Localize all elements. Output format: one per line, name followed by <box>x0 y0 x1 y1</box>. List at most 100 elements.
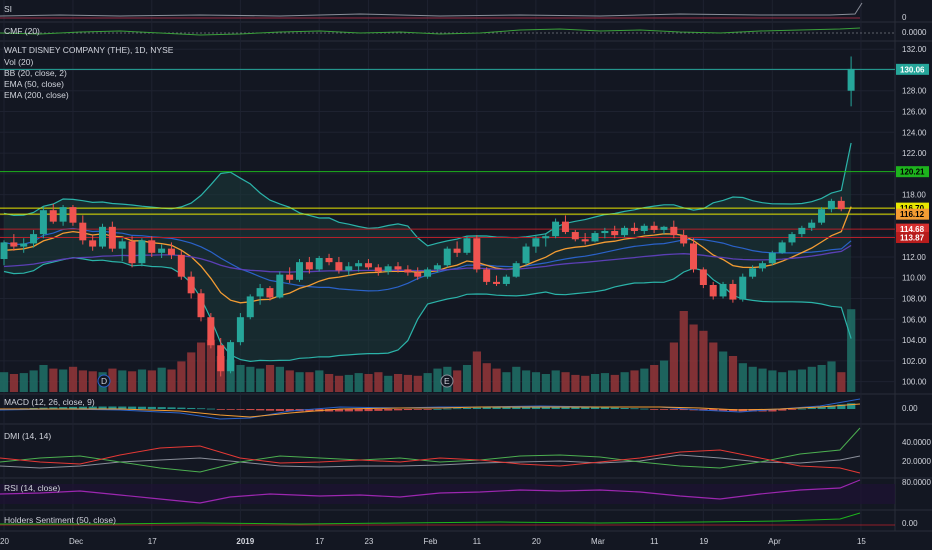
legend-ema-200[interactable]: EMA (200, close) <box>4 90 69 100</box>
price-tag-label: 130.06 <box>900 65 925 74</box>
candle-body <box>630 227 638 231</box>
volume-bar <box>325 374 334 392</box>
macd-bar <box>827 405 836 409</box>
volume-bar <box>768 370 777 392</box>
volume-bar <box>19 373 28 392</box>
macd-bar <box>679 409 688 411</box>
candle <box>256 283 264 305</box>
volume-bar <box>364 374 373 392</box>
volume-bar <box>817 365 826 392</box>
candle-body <box>433 265 441 270</box>
macd-bar <box>265 409 275 411</box>
candle-body <box>59 207 67 222</box>
volume-bar <box>788 370 797 392</box>
candle-body <box>30 234 38 244</box>
candle-body <box>128 241 136 264</box>
bollinger-upper <box>3 142 852 247</box>
candle <box>443 246 451 268</box>
candle <box>364 259 372 270</box>
macd-bar <box>817 406 826 409</box>
volume-bar <box>275 366 284 392</box>
volume-bar <box>423 373 432 392</box>
macd-bar <box>807 407 816 409</box>
macd-bar <box>78 406 87 409</box>
macd-bar <box>453 408 462 410</box>
macd-bar <box>650 409 659 410</box>
candle-body <box>69 207 77 223</box>
candle-body <box>788 234 796 243</box>
price-tag-box <box>896 208 929 220</box>
macd-bar <box>472 407 481 409</box>
candle-body <box>493 281 500 284</box>
volume-bar <box>256 368 265 392</box>
volume-bar <box>482 363 491 392</box>
candle <box>650 221 658 234</box>
macd-bar <box>788 409 797 410</box>
macd-bar <box>364 409 373 412</box>
macd-bar <box>187 407 196 409</box>
price-tick-label: 102.00 <box>902 357 927 366</box>
macd-bar <box>108 406 117 409</box>
volume-bar <box>334 375 344 392</box>
legend-bollinger[interactable]: BB (20, close, 2) <box>4 68 67 78</box>
macd-bar <box>600 407 610 409</box>
earnings-marker-label: E <box>444 376 450 386</box>
price-tick-label: 126.00 <box>902 108 927 117</box>
sentiment-pane: Holders Sentiment (50, close) 0.00 <box>0 512 918 528</box>
candle-body <box>749 268 757 277</box>
price-tick-label: 124.00 <box>902 128 927 137</box>
price-tag-box <box>896 223 929 235</box>
candle <box>818 207 826 225</box>
price-tag-label: 120.21 <box>900 168 925 177</box>
legend-ema-50[interactable]: EMA (50, close) <box>4 79 64 89</box>
volume-bar <box>837 372 846 392</box>
macd-bar <box>39 407 48 409</box>
earnings-marker[interactable]: E <box>440 374 454 388</box>
macd-bar <box>157 407 166 409</box>
candle-body <box>148 240 156 253</box>
volume-bar <box>128 371 137 392</box>
volume-bar <box>650 365 659 392</box>
price-tag-box <box>896 232 929 244</box>
volume-bar <box>640 368 649 392</box>
volume-bar <box>531 372 541 392</box>
price-tag-label: 113.87 <box>900 234 925 243</box>
legend-volume[interactable]: Vol (20) <box>4 57 33 67</box>
candle <box>266 286 274 301</box>
macd-bar <box>394 409 403 411</box>
candle-body <box>778 242 786 253</box>
price-tick-label: 118.00 <box>902 191 926 200</box>
candle-body <box>798 227 806 235</box>
candle <box>788 232 796 246</box>
candle-body <box>463 238 471 253</box>
candle-body <box>207 317 215 346</box>
volume-bar <box>797 369 807 392</box>
volume-bar <box>206 339 216 392</box>
candle <box>20 238 28 253</box>
rsi-axis-label: 80.0000 <box>902 478 931 487</box>
candle-body <box>256 288 264 297</box>
candle <box>325 253 333 266</box>
candle-body <box>266 288 274 298</box>
time-tick-label: Mar <box>591 537 605 546</box>
time-tick-label: 17 <box>148 537 157 546</box>
volume-bar <box>630 370 639 392</box>
time-axis[interactable]: 20 Dec 17 2019 17 23 Feb 11 20 Mar 11 19 Apr 15 <box>0 537 866 546</box>
macd-bar <box>640 408 649 410</box>
dmi-axis-label-40: 40.0000 <box>902 438 931 447</box>
dividend-marker[interactable]: D <box>97 374 111 388</box>
candle <box>670 220 678 239</box>
macd-axis-label: 0.00 <box>902 404 918 413</box>
macd-bar <box>216 409 225 410</box>
candle-body <box>827 200 835 210</box>
volume-bar <box>551 370 560 392</box>
dmi-title: DMI (14, 14) <box>4 431 51 441</box>
candle-body <box>640 225 648 231</box>
macd-bar <box>285 409 294 412</box>
price-tick-label: 128.00 <box>902 87 927 96</box>
macd-bar <box>778 409 787 411</box>
candle <box>640 223 648 235</box>
time-tick-label: 23 <box>364 537 373 546</box>
volume-bar <box>285 370 294 392</box>
